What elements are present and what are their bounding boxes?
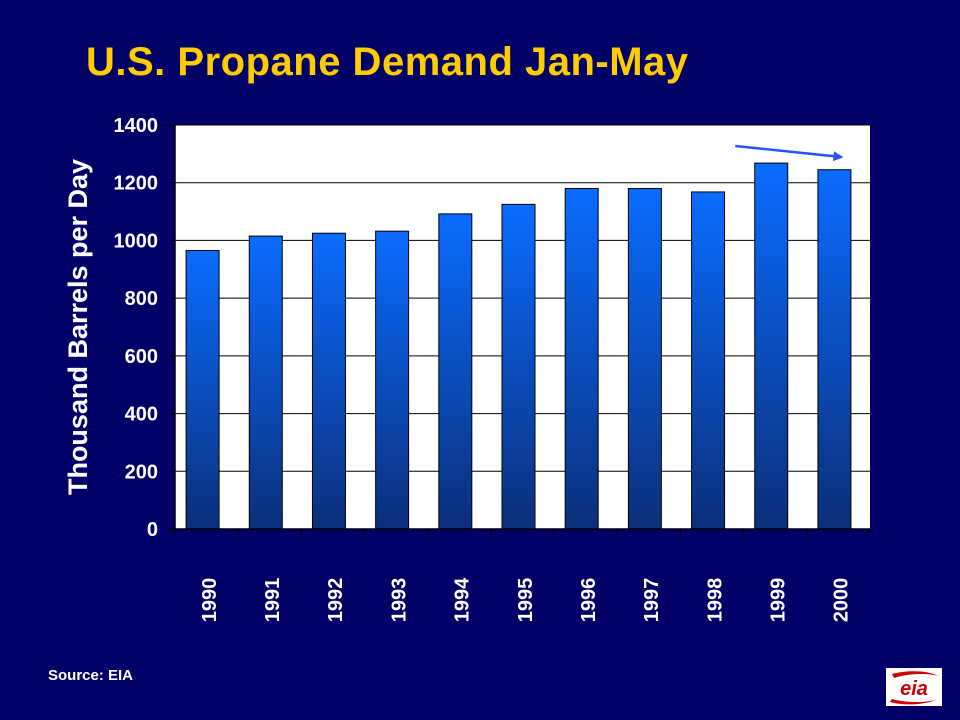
- x-tick-label: 1992: [325, 578, 347, 623]
- x-tick-label: 1998: [704, 578, 726, 623]
- tick-labels: 0 200 400 600 800 1000 1200 1400 1990 1991 1992 199…: [114, 115, 853, 622]
- source-note: Source: EIA: [48, 667, 134, 684]
- y-tick-label: 1400: [114, 115, 159, 137]
- bar-1996: [564, 187, 599, 530]
- bar-1991: [248, 235, 283, 530]
- x-tick-label: 1997: [641, 578, 663, 623]
- bar-1992: [311, 232, 346, 530]
- bars: [185, 162, 852, 530]
- chart-title: U.S. Propane Demand Jan-May: [86, 40, 689, 84]
- bar-1997: [627, 187, 662, 530]
- y-tick-label: 0: [147, 519, 158, 541]
- bar-1990: [185, 250, 220, 530]
- x-tick-label: 1999: [768, 578, 790, 623]
- eia-logo-text: eia: [900, 678, 928, 700]
- bar-1993: [375, 230, 410, 530]
- axes: [169, 124, 871, 535]
- y-tick-label: 400: [125, 404, 158, 426]
- y-axis-label: Thousand Barrels per Day: [63, 159, 93, 495]
- x-tick-label: 1990: [199, 578, 221, 623]
- y-tick-label: 200: [125, 461, 158, 483]
- bar-1995: [501, 203, 536, 530]
- y-tick-label: 600: [125, 346, 158, 368]
- x-tick-label: 1994: [452, 577, 474, 622]
- y-tick-label: 1000: [114, 230, 159, 252]
- x-tick-label: 1991: [262, 578, 284, 623]
- x-tick-label: 1996: [578, 578, 600, 623]
- y-tick-label: 800: [125, 288, 158, 310]
- trend-arrow-icon: [735, 144, 844, 162]
- bar-2000: [817, 169, 852, 530]
- bar-1998: [691, 191, 726, 530]
- y-tick-label: 1200: [114, 173, 159, 195]
- eia-logo-icon: eia: [886, 668, 942, 706]
- bar-1999: [754, 162, 789, 530]
- bar-1994: [438, 213, 473, 530]
- x-tick-label: 1993: [388, 578, 410, 623]
- x-tick-label: 1995: [515, 578, 537, 623]
- x-tick-label: 2000: [831, 578, 853, 623]
